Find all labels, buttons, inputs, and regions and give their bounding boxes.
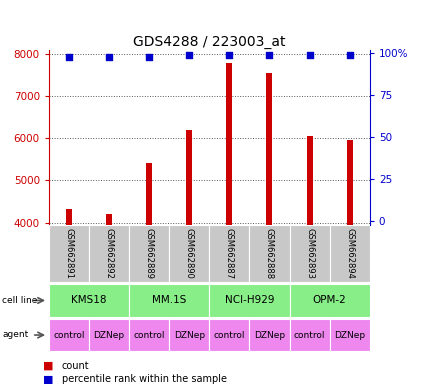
- Bar: [186, 130, 192, 225]
- Point: [306, 52, 313, 58]
- Bar: [227, 63, 232, 225]
- Bar: [49, 319, 89, 351]
- Bar: [89, 225, 129, 282]
- Text: percentile rank within the sample: percentile rank within the sample: [62, 374, 227, 384]
- Point: [266, 52, 273, 58]
- Bar: [66, 209, 72, 225]
- Text: control: control: [133, 331, 165, 339]
- Point: [146, 54, 153, 60]
- Text: MM.1S: MM.1S: [152, 295, 187, 306]
- Text: DZNep: DZNep: [334, 331, 365, 339]
- Text: KMS18: KMS18: [71, 295, 107, 306]
- Bar: [129, 284, 209, 317]
- Bar: [49, 225, 89, 282]
- Text: GSM662892: GSM662892: [105, 228, 113, 279]
- Text: DZNep: DZNep: [174, 331, 205, 339]
- Bar: [209, 284, 289, 317]
- Bar: [129, 319, 169, 351]
- Point: [186, 52, 193, 58]
- Text: GSM662888: GSM662888: [265, 228, 274, 279]
- Bar: [209, 319, 249, 351]
- Bar: [330, 225, 370, 282]
- Bar: [49, 284, 129, 317]
- Text: DZNep: DZNep: [94, 331, 125, 339]
- Bar: [289, 225, 330, 282]
- Text: NCI-H929: NCI-H929: [225, 295, 274, 306]
- Text: GSM662889: GSM662889: [144, 228, 154, 279]
- Text: GSM662890: GSM662890: [185, 228, 194, 279]
- Title: GDS4288 / 223003_at: GDS4288 / 223003_at: [133, 35, 286, 49]
- Bar: [209, 225, 249, 282]
- Text: GSM662887: GSM662887: [225, 228, 234, 279]
- Bar: [347, 140, 353, 225]
- Point: [65, 54, 72, 60]
- Text: count: count: [62, 361, 89, 371]
- Text: DZNep: DZNep: [254, 331, 285, 339]
- Text: ■: ■: [42, 374, 53, 384]
- Bar: [249, 225, 289, 282]
- Bar: [266, 73, 272, 225]
- Bar: [129, 225, 169, 282]
- Bar: [169, 225, 209, 282]
- Text: control: control: [294, 331, 325, 339]
- Point: [106, 54, 113, 60]
- Bar: [106, 214, 112, 225]
- Text: agent: agent: [2, 330, 28, 339]
- Point: [226, 52, 233, 58]
- Text: OPM-2: OPM-2: [313, 295, 346, 306]
- Bar: [249, 319, 289, 351]
- Point: [346, 52, 353, 58]
- Text: ■: ■: [42, 361, 53, 371]
- Text: control: control: [53, 331, 85, 339]
- Text: cell line: cell line: [2, 296, 37, 305]
- Bar: [306, 136, 313, 225]
- Bar: [330, 319, 370, 351]
- Bar: [169, 319, 209, 351]
- Text: GSM662894: GSM662894: [345, 228, 354, 279]
- Bar: [289, 284, 370, 317]
- Text: GSM662891: GSM662891: [65, 228, 74, 279]
- Bar: [146, 163, 152, 225]
- Text: GSM662893: GSM662893: [305, 228, 314, 279]
- Bar: [289, 319, 330, 351]
- Text: control: control: [214, 331, 245, 339]
- Bar: [89, 319, 129, 351]
